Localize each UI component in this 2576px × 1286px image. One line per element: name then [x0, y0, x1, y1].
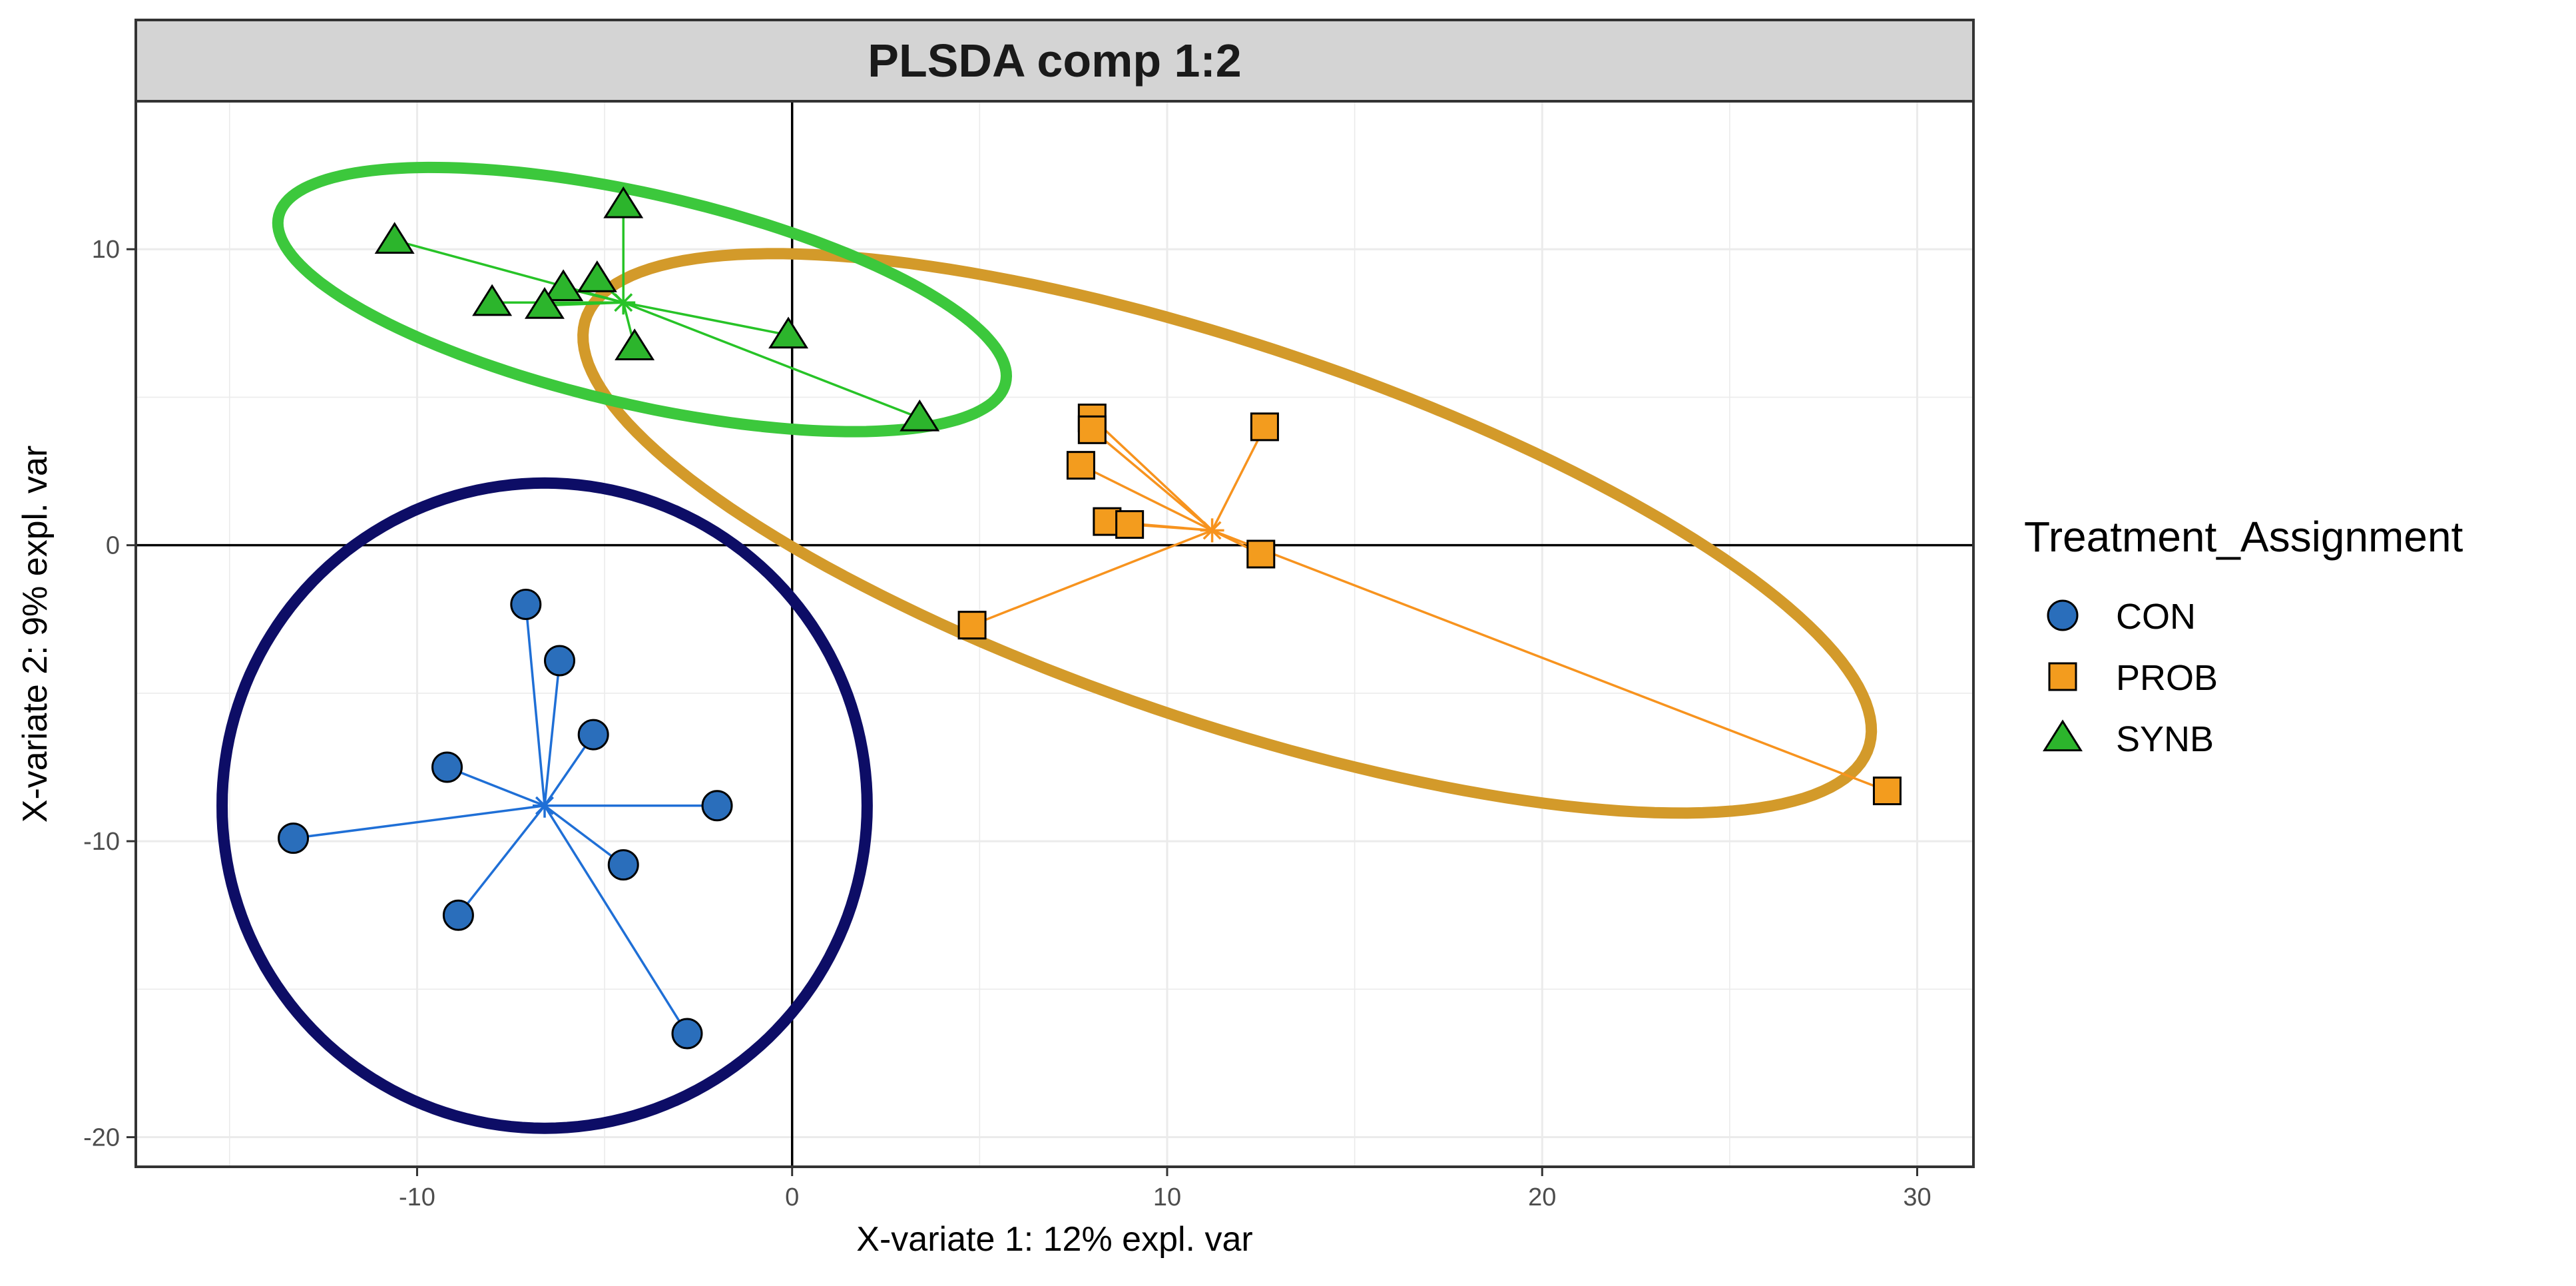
- point-prob: [1066, 451, 1095, 480]
- point-synb: [577, 260, 617, 292]
- x-tick-label: 10: [1153, 1183, 1181, 1211]
- legend-key-con: [2047, 599, 2079, 631]
- title-strip: [134, 19, 1975, 103]
- point-synb: [374, 222, 415, 254]
- centroid-synb: [611, 290, 636, 315]
- x-axis-title: X-variate 1: 12% expl. var: [856, 1220, 1252, 1259]
- point-synb: [524, 287, 565, 319]
- point-prob: [1115, 510, 1145, 539]
- point-con: [607, 849, 639, 881]
- centroid-con: [533, 793, 557, 818]
- reference-lines: [136, 101, 1973, 1167]
- confidence-ellipses: [216, 161, 1878, 1134]
- point-con: [543, 645, 575, 677]
- chart-title: PLSDA comp 1:2: [868, 35, 1241, 87]
- point-prob: [1077, 415, 1107, 444]
- spoke-prob: [971, 529, 1213, 627]
- point-con: [577, 719, 609, 751]
- x-tick-label: 20: [1528, 1183, 1556, 1211]
- spoke-prob: [1211, 529, 1888, 793]
- point-synb: [472, 284, 513, 316]
- ellipse-con: [216, 477, 873, 1134]
- x-tick-label: 0: [785, 1183, 799, 1211]
- point-synb: [768, 316, 809, 349]
- y-tick-label: 10: [92, 236, 120, 264]
- point-synb: [543, 269, 584, 302]
- spoke-synb: [623, 301, 789, 336]
- spoke-con: [525, 604, 546, 806]
- legend-items: CON PROB SYNB: [2043, 597, 2218, 759]
- legend-title: Treatment_Assignment: [2024, 513, 2463, 561]
- point-prob: [1250, 412, 1279, 442]
- spoke-con: [543, 804, 625, 866]
- spoke-con: [543, 804, 688, 1034]
- legend: Treatment_Assignment CON PROB SYNB: [2024, 513, 2463, 759]
- point-synb: [900, 399, 940, 432]
- spoke-con: [543, 660, 561, 806]
- legend-label-con: CON: [2116, 597, 2196, 637]
- x-tick-label: -10: [399, 1183, 435, 1211]
- spoke-prob: [1091, 428, 1213, 531]
- point-con: [278, 822, 310, 854]
- legend-key-prob: [2048, 662, 2077, 691]
- ellipse-synb: [272, 161, 1013, 438]
- point-prob: [957, 611, 987, 640]
- point-prob: [1246, 539, 1276, 569]
- legend-key-synb: [2043, 719, 2083, 752]
- spoke-prob: [1091, 417, 1213, 531]
- x-axis-ticks: -10 0 10 20 30: [399, 1167, 1932, 1211]
- ellipse-prob: [577, 248, 1878, 819]
- legend-label-prob: PROB: [2116, 658, 2218, 698]
- plot-panel-border: [134, 100, 1975, 1168]
- point-con: [671, 1018, 703, 1050]
- legend-label-synb: SYNB: [2116, 719, 2214, 759]
- centroid-prob: [1200, 518, 1224, 543]
- point-synb: [603, 186, 644, 218]
- y-tick-label: -20: [83, 1124, 120, 1152]
- plot-panel: [134, 100, 1975, 1168]
- point-con: [442, 899, 474, 931]
- spoke-prob: [1080, 464, 1213, 532]
- spoke-con: [293, 804, 545, 840]
- point-con: [701, 790, 733, 822]
- point-prob: [1872, 777, 1902, 806]
- spoke-prob: [1211, 426, 1266, 531]
- x-tick-label: 30: [1903, 1183, 1931, 1211]
- point-synb: [615, 328, 655, 360]
- y-axis-ticks: -20 -10 0 10: [83, 236, 136, 1152]
- centroid-spokes: [293, 204, 1888, 1034]
- y-tick-label: 0: [106, 532, 120, 560]
- y-tick-label: -10: [83, 828, 120, 856]
- spoke-con: [446, 766, 545, 807]
- spoke-synb: [623, 301, 920, 420]
- data-points: [278, 186, 1902, 1050]
- point-con: [510, 589, 542, 621]
- y-axis-title: X-variate 2: 9% expl. var: [16, 446, 55, 822]
- spoke-synb: [544, 301, 624, 307]
- spoke-con: [457, 804, 546, 916]
- point-con: [431, 751, 463, 783]
